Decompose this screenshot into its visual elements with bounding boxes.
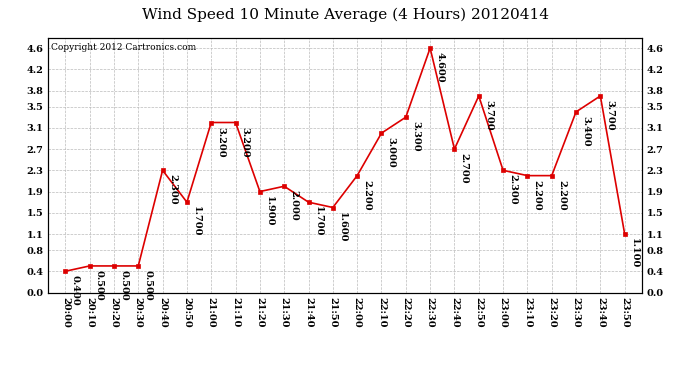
- Text: 0.500: 0.500: [95, 270, 104, 301]
- Text: 2.000: 2.000: [289, 190, 298, 221]
- Text: 3.700: 3.700: [606, 100, 615, 131]
- Text: 3.700: 3.700: [484, 100, 493, 131]
- Text: 3.300: 3.300: [411, 122, 420, 152]
- Text: 4.600: 4.600: [435, 52, 444, 83]
- Text: 2.200: 2.200: [557, 180, 566, 210]
- Text: Copyright 2012 Cartronics.com: Copyright 2012 Cartronics.com: [51, 43, 197, 52]
- Text: 1.100: 1.100: [630, 238, 639, 268]
- Text: 3.200: 3.200: [217, 127, 226, 157]
- Text: 2.300: 2.300: [168, 174, 177, 205]
- Text: Wind Speed 10 Minute Average (4 Hours) 20120414: Wind Speed 10 Minute Average (4 Hours) 2…: [141, 8, 549, 22]
- Text: 0.400: 0.400: [70, 275, 79, 306]
- Text: 0.500: 0.500: [144, 270, 152, 301]
- Text: 1.900: 1.900: [265, 196, 274, 226]
- Text: 2.200: 2.200: [533, 180, 542, 210]
- Text: 1.700: 1.700: [192, 206, 201, 237]
- Text: 0.500: 0.500: [119, 270, 128, 301]
- Text: 3.000: 3.000: [386, 137, 395, 168]
- Text: 2.700: 2.700: [460, 153, 469, 184]
- Text: 1.600: 1.600: [338, 211, 347, 242]
- Text: 2.300: 2.300: [509, 174, 518, 205]
- Text: 3.400: 3.400: [581, 116, 590, 147]
- Text: 1.700: 1.700: [314, 206, 323, 237]
- Text: 3.200: 3.200: [241, 127, 250, 157]
- Text: 2.200: 2.200: [362, 180, 371, 210]
